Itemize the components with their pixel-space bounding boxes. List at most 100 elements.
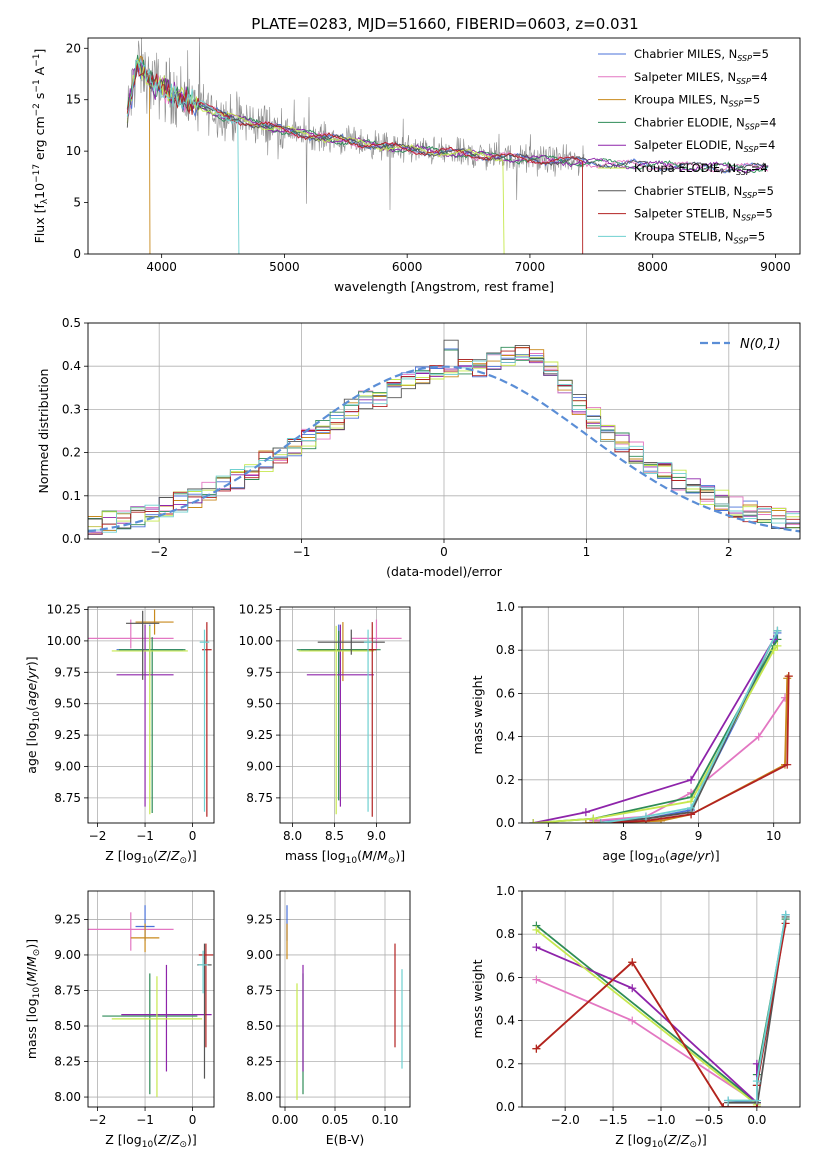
y-tick-label: 9.75	[54, 665, 81, 679]
errorbar-point	[351, 619, 402, 649]
label-part: M	[24, 956, 39, 967]
y-tick-label: 0.3	[62, 402, 81, 416]
label-part: −2	[32, 103, 42, 116]
x-tick-label: 0.10	[372, 1113, 399, 1127]
label-part: 10	[142, 1140, 154, 1150]
x-tick-label: −2	[89, 829, 107, 843]
legend-entry-text: Salpeter MILES, N	[634, 70, 736, 84]
errorbar-point	[126, 610, 160, 680]
y-tick-label: 0.2	[496, 773, 515, 787]
y-tick-label: 0.2	[62, 446, 81, 460]
label-part: Flux [f	[32, 204, 47, 244]
legend-entry-tail: =4	[751, 161, 768, 175]
label-part: mass [log	[285, 848, 346, 863]
label-part: age	[24, 683, 39, 707]
label-part: s	[32, 93, 47, 104]
series-marker	[781, 919, 790, 928]
y-tick-label: 9.75	[246, 665, 273, 679]
errorbar-point	[198, 943, 214, 1048]
label-part: )]	[24, 939, 39, 949]
label-part: 10	[652, 1140, 664, 1150]
x-axis-label: Z [log10(Z/Z⊙)]	[105, 1132, 197, 1150]
y-tick-label: 8.75	[246, 791, 273, 805]
y-tick-label: 0.0	[496, 816, 515, 830]
y-axis-label: mass weight	[470, 959, 485, 1038]
label-part: )]	[710, 848, 720, 863]
series-marker	[589, 814, 598, 823]
errorbar-point	[111, 625, 188, 815]
panel-mass-vs-EBV: 0.00 0.05 0.10 8.00 8.25 8.50 8.75 9.00 9.25 E(B-…	[246, 890, 411, 1147]
x-tick-label: 6000	[392, 260, 423, 274]
model-line-kroupa-miles	[126, 55, 151, 254]
legend-entry-sub: SSP	[741, 214, 756, 223]
label-part: /	[167, 848, 172, 863]
grid	[522, 606, 800, 824]
x-tick-label: 0.0	[747, 1113, 766, 1127]
x-tick-label: 8000	[637, 260, 668, 274]
series-line-kroupa-elodie	[535, 929, 758, 1107]
series-marker	[687, 775, 696, 784]
label-part: /	[24, 678, 39, 683]
axes-frame	[87, 606, 215, 824]
label-part: age [log	[602, 848, 653, 863]
y-tick-label: 1.0	[496, 884, 515, 898]
plot-area	[88, 905, 214, 1098]
series-marker	[596, 819, 605, 823]
errorbar-point	[197, 943, 212, 1079]
label-part: age [log	[24, 722, 39, 773]
histogram-kroupa-elodie	[88, 353, 800, 528]
y-tick-label: 15	[66, 93, 81, 107]
y-tick-label: 8.00	[246, 1090, 273, 1104]
label-part: M	[24, 971, 39, 982]
label-part: age	[670, 848, 694, 863]
legend-entry: Chabrier STELIB, NSSP=5	[634, 184, 774, 200]
panel-residuals: −2 −1 0 1 2 0.0 0.1 0.2 0.3 0.4 0.5 (data-model)/er…	[36, 316, 801, 579]
x-axis-label: Z [log10(Z/Z⊙)]	[105, 848, 197, 866]
label-part: (	[357, 848, 362, 863]
label-part: )]	[24, 656, 39, 666]
label-part: /	[24, 966, 39, 971]
y-tick-label: 8.50	[246, 1019, 273, 1033]
y-axis-label: mass [log10(M/M⊙)]	[24, 939, 42, 1059]
plot-area	[296, 619, 402, 817]
legend-entry: Chabrier MILES, NSSP=5	[634, 47, 769, 63]
label-part: )]	[395, 848, 405, 863]
series-marker	[719, 1103, 728, 1107]
label-part: E(B-V)	[326, 1132, 365, 1147]
x-tick-label: −0.5	[694, 1113, 723, 1127]
y-tick-label: 9.00	[54, 948, 81, 962]
label-part: ⊙	[689, 1140, 697, 1150]
label-part: Z	[667, 1132, 677, 1147]
y-tick-label: 9.00	[246, 948, 273, 962]
series-marker	[754, 732, 763, 741]
y-axis-label: age [log10(age/yr)]	[24, 656, 42, 773]
errorbar-point	[88, 912, 174, 951]
axes-frame	[87, 322, 801, 540]
y-tick-label: 0	[73, 247, 81, 261]
series-marker	[628, 958, 637, 967]
x-tick-label: 0	[189, 829, 197, 843]
legend-entry-text: Chabrier ELODIE, N	[634, 115, 745, 129]
y-tick-label: 8.25	[246, 1055, 273, 1069]
y-tick-label: 1.0	[496, 600, 515, 614]
legend-entry-tail: =4	[758, 138, 775, 152]
series-marker	[773, 626, 782, 635]
y-tick-label: 8.00	[54, 1090, 81, 1104]
y-tick-label: 8.25	[54, 1055, 81, 1069]
legend-entry-sub: SSP	[736, 77, 751, 86]
label-part: A	[32, 66, 47, 79]
errorbar-point	[118, 637, 186, 813]
series-line-salpeter-elodie	[533, 638, 775, 823]
label-part: 10	[32, 183, 47, 199]
x-tick-label: 4000	[146, 260, 177, 274]
x-tick-label: −1	[293, 545, 311, 559]
y-tick-label: 0.0	[496, 1100, 515, 1114]
legend-entry-text: Salpeter ELODIE, N	[634, 138, 744, 152]
y-tick-label: 0.1	[62, 489, 81, 503]
histogram-chabrier-stelib	[88, 339, 800, 529]
y-axis-label: Normed distribution	[36, 369, 51, 494]
series-marker	[724, 1096, 733, 1105]
figure-title: PLATE=0283, MJD=51660, FIBERID=0603, z=0…	[251, 15, 638, 33]
label-part: yr	[24, 665, 39, 679]
